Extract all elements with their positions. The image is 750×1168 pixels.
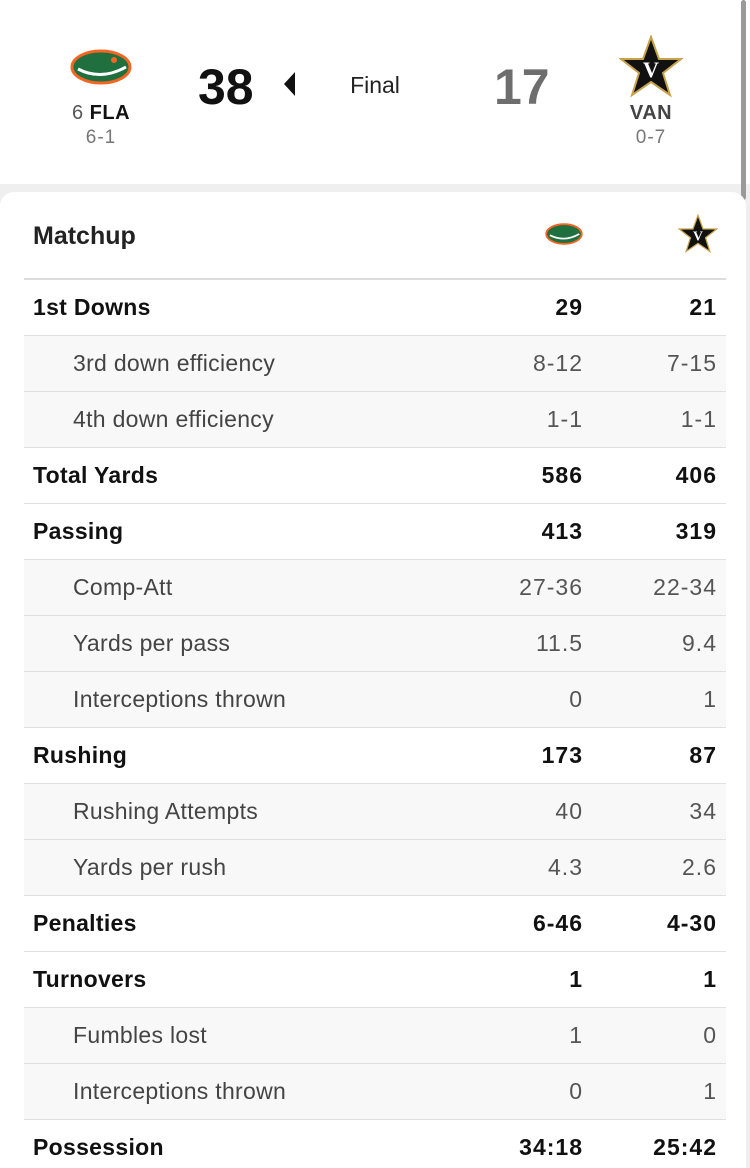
stat-label: Penalties	[33, 910, 137, 936]
stat-row: Total Yards 586 406	[24, 448, 726, 504]
stat-row: 3rd down efficiency 8-12 7-15	[24, 336, 726, 392]
home-stat-value: 8-12	[532, 350, 583, 376]
stat-row: Comp-Att 27-36 22-34	[24, 560, 726, 616]
gators-logo-icon	[36, 34, 166, 100]
scoreboard-header: 6 FLA 6-1 38 Final 17 V VAN 0-7	[0, 0, 750, 200]
vanderbilt-star-logo-icon: V	[586, 34, 716, 100]
home-score: 38	[198, 59, 254, 115]
stat-label: Yards per pass	[73, 630, 231, 656]
away-stat-value: 2.6	[682, 854, 717, 880]
stat-label: Rushing Attempts	[73, 798, 259, 824]
away-stat-value: 4-30	[666, 910, 717, 936]
winner-arrow-icon	[284, 72, 295, 96]
stat-row: 4th down efficiency 1-1 1-1	[24, 392, 726, 448]
away-stat-value: 22-34	[653, 574, 717, 600]
away-score: 17	[494, 59, 550, 115]
home-team-rank: 6	[71, 102, 84, 124]
stat-row: Passing 413 319	[24, 504, 726, 560]
stat-label: Interceptions thrown	[73, 1078, 287, 1104]
game-status: Final	[350, 72, 400, 98]
stat-row: Turnovers 1 1	[24, 952, 726, 1008]
stat-label: Fumbles lost	[73, 1022, 207, 1048]
stat-row: Fumbles lost 1 0	[24, 1008, 726, 1064]
home-stat-value: 11.5	[535, 630, 583, 656]
matchup-card: Matchup V 1st Downs 29 21 3rd down efficien…	[0, 192, 746, 1168]
away-stat-value: 9.4	[682, 630, 717, 656]
away-stat-value: 1	[703, 686, 717, 712]
away-stat-value: 21	[689, 294, 717, 320]
stat-label: Possession	[33, 1134, 164, 1160]
home-stat-value: 27-36	[519, 574, 583, 600]
home-team-name: 6 FLA	[36, 102, 166, 125]
away-stat-value: 34	[689, 798, 717, 824]
home-stat-value: 1-1	[546, 406, 583, 432]
matchup-title: Matchup	[33, 222, 136, 250]
stat-label: Yards per rush	[73, 854, 227, 880]
stat-label: Interceptions thrown	[73, 686, 287, 712]
stat-label: Turnovers	[33, 966, 147, 992]
svg-text:V: V	[643, 57, 659, 82]
home-stat-value: 29	[555, 294, 583, 320]
stat-label: Rushing	[33, 742, 128, 768]
vanderbilt-star-logo-icon: V	[678, 214, 718, 254]
home-stat-value: 4.3	[548, 854, 583, 880]
gators-logo-icon	[544, 214, 584, 254]
away-stat-value: 7-15	[666, 350, 717, 376]
stat-label: Comp-Att	[73, 574, 173, 600]
stat-row: Rushing Attempts 40 34	[24, 784, 726, 840]
home-team-abbr: FLA	[89, 102, 131, 124]
away-stat-value: 1	[703, 1078, 717, 1104]
stat-row: Interceptions thrown 0 1	[24, 1064, 726, 1120]
away-stat-value: 25:42	[653, 1134, 717, 1160]
stat-row: Possession 34:18 25:42	[24, 1120, 726, 1168]
stat-row: Yards per pass 11.5 9.4	[24, 616, 726, 672]
home-stat-value: 413	[541, 518, 583, 544]
page-scrollbar[interactable]	[741, 0, 746, 200]
home-stat-value: 40	[555, 798, 583, 824]
away-team-record: 0-7	[635, 127, 667, 148]
away-stat-value: 319	[675, 518, 717, 544]
home-stat-value: 1	[569, 1022, 583, 1048]
home-stat-value: 34:18	[519, 1134, 583, 1160]
home-stat-value: 173	[541, 742, 583, 768]
stat-label: 1st Downs	[33, 294, 151, 320]
home-stat-value: 1	[569, 966, 583, 992]
stat-row: Interceptions thrown 0 1	[24, 672, 726, 728]
home-stat-value: 6-46	[532, 910, 583, 936]
matchup-header: Matchup V	[24, 192, 726, 280]
stat-label: 3rd down efficiency	[73, 350, 276, 376]
stat-row: Yards per rush 4.3 2.6	[24, 840, 726, 896]
away-stat-value: 87	[689, 742, 717, 768]
away-team-abbr: VAN	[629, 102, 673, 124]
home-stat-value: 586	[541, 462, 583, 488]
away-stat-value: 406	[675, 462, 717, 488]
away-stat-value: 1	[703, 966, 717, 992]
home-team[interactable]: 6 FLA 6-1	[36, 34, 166, 149]
away-team[interactable]: V VAN 0-7	[586, 34, 716, 149]
stat-row: Penalties 6-46 4-30	[24, 896, 726, 952]
stats-table: 1st Downs 29 21 3rd down efficiency 8-12 7-15…	[24, 280, 726, 1168]
svg-text:V: V	[693, 228, 703, 243]
stat-label: 4th down efficiency	[73, 406, 274, 432]
stat-label: Total Yards	[33, 462, 159, 488]
away-stat-value: 1-1	[680, 406, 717, 432]
home-stat-value: 0	[569, 1078, 583, 1104]
stat-label: Passing	[33, 518, 124, 544]
home-stat-value: 0	[569, 686, 583, 712]
stat-row: Rushing 173 87	[24, 728, 726, 784]
home-team-record: 6-1	[85, 127, 117, 148]
away-stat-value: 0	[703, 1022, 717, 1048]
stat-row: 1st Downs 29 21	[24, 280, 726, 336]
